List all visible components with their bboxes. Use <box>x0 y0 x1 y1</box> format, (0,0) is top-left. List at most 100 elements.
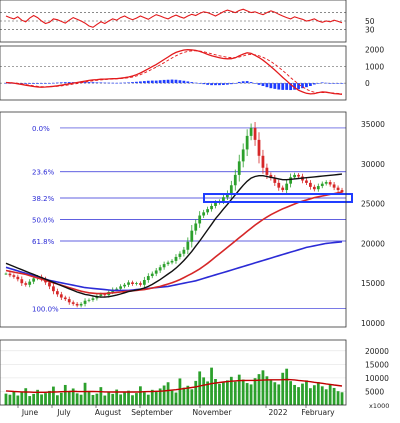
volume-bar <box>36 389 39 405</box>
candle-body <box>174 256 178 261</box>
volume-unit-label: x1000 <box>369 402 389 410</box>
macd-histogram-bar <box>245 81 249 84</box>
volume-bar <box>293 384 296 405</box>
candle-body <box>206 209 209 213</box>
candle-body <box>79 303 83 306</box>
macd-histogram-bar <box>305 83 308 88</box>
macd-histogram-bar <box>336 83 340 84</box>
macd-histogram-bar <box>277 83 281 90</box>
volume-bar <box>190 389 194 405</box>
candle-body <box>316 186 320 190</box>
volume-bar <box>202 377 206 405</box>
candle-body <box>142 280 146 285</box>
volume-bar <box>32 393 36 405</box>
volume-panel-frame <box>0 339 347 406</box>
macd-histogram-bar <box>52 82 55 84</box>
volume-bar <box>210 367 213 405</box>
macd-histogram-bar <box>253 83 257 84</box>
candle-body <box>59 294 63 298</box>
candle-body <box>24 283 28 285</box>
candle-body <box>194 223 198 231</box>
macd-histogram-bar <box>182 80 186 84</box>
x-axis-month-label: July <box>56 408 71 417</box>
volume-bar <box>225 380 229 405</box>
fibonacci-level-label: 50.0% <box>32 217 55 225</box>
macd-histogram-bar <box>340 83 344 84</box>
macd-histogram-bar <box>111 82 115 84</box>
volume-bar <box>8 394 12 405</box>
candle-body <box>261 155 265 168</box>
candle-body <box>127 282 130 285</box>
volume-bar <box>222 382 225 405</box>
candle-body <box>229 185 233 194</box>
rsi-tick-label: 30 <box>365 25 375 34</box>
candle-body <box>328 182 332 185</box>
fibonacci-level-label: 38.2% <box>32 195 55 203</box>
candle-body <box>162 264 166 268</box>
candle-body <box>225 193 229 198</box>
candle-body <box>222 197 225 202</box>
candle-body <box>257 139 261 156</box>
candle-body <box>237 161 241 175</box>
volume-bar <box>312 385 316 405</box>
volume-bar <box>336 391 340 405</box>
macd-histogram-bar <box>131 82 134 84</box>
price-tick-label: 10000 <box>361 319 385 328</box>
candle-body <box>210 205 213 210</box>
volume-bar <box>71 388 75 405</box>
candle-body <box>309 182 312 187</box>
macd-histogram-bar <box>55 82 59 84</box>
macd-line <box>5 49 343 95</box>
volume-bar <box>67 390 71 405</box>
volume-bar <box>87 391 91 405</box>
volume-bar <box>111 393 115 405</box>
macd-histogram-bar <box>273 83 277 89</box>
volume-bar <box>146 394 150 405</box>
fibonacci-level-label: 100.0% <box>32 306 59 314</box>
volume-tick-label: 15000 <box>365 360 389 369</box>
macd-histogram-bar <box>297 83 300 90</box>
macd-tick-label: 1000 <box>365 62 384 71</box>
macd-histogram-bar <box>166 79 170 84</box>
x-axis-month-label: November <box>192 408 232 417</box>
macd-histogram-bar <box>162 79 166 84</box>
volume-bar <box>289 381 293 405</box>
macd-histogram-bar <box>202 83 206 85</box>
macd-histogram-bar <box>316 83 320 84</box>
volume-bar <box>154 391 158 405</box>
fibonacci-level-label: 61.8% <box>32 238 55 246</box>
volume-bar <box>55 395 59 405</box>
price-tick-label: 15000 <box>361 279 385 288</box>
volume-bar <box>253 378 257 405</box>
macd-histogram-bar <box>150 80 154 84</box>
macd-histogram-bar <box>178 80 182 84</box>
rsi-line <box>5 8 343 28</box>
rsi-tick-label: 50 <box>365 17 375 26</box>
candle-body <box>91 298 95 300</box>
volume-bar <box>214 379 217 405</box>
macd-panel-frame <box>0 45 347 101</box>
macd-histogram-bar <box>293 83 296 90</box>
volume-bar <box>103 395 107 405</box>
macd-histogram-bar <box>328 83 332 84</box>
candle-body <box>340 190 344 193</box>
volume-bar <box>12 391 16 405</box>
macd-histogram-bar <box>301 83 304 89</box>
macd-histogram-bar <box>186 81 190 84</box>
macd-histogram-bar <box>142 81 146 84</box>
volume-bar <box>285 368 289 405</box>
candle-body <box>123 284 126 287</box>
candle-body <box>293 174 296 178</box>
macd-histogram-bar <box>107 82 111 84</box>
volume-bar <box>28 396 32 405</box>
macd-histogram-bar <box>229 83 233 85</box>
candle-body <box>52 286 55 292</box>
candle-body <box>146 276 150 281</box>
macd-histogram-bar <box>4 82 8 84</box>
candle-body <box>99 294 103 296</box>
macd-tick-label: 0 <box>365 79 370 88</box>
volume-bar <box>186 385 190 405</box>
candle-body <box>8 273 12 276</box>
volume-bar <box>139 386 142 405</box>
